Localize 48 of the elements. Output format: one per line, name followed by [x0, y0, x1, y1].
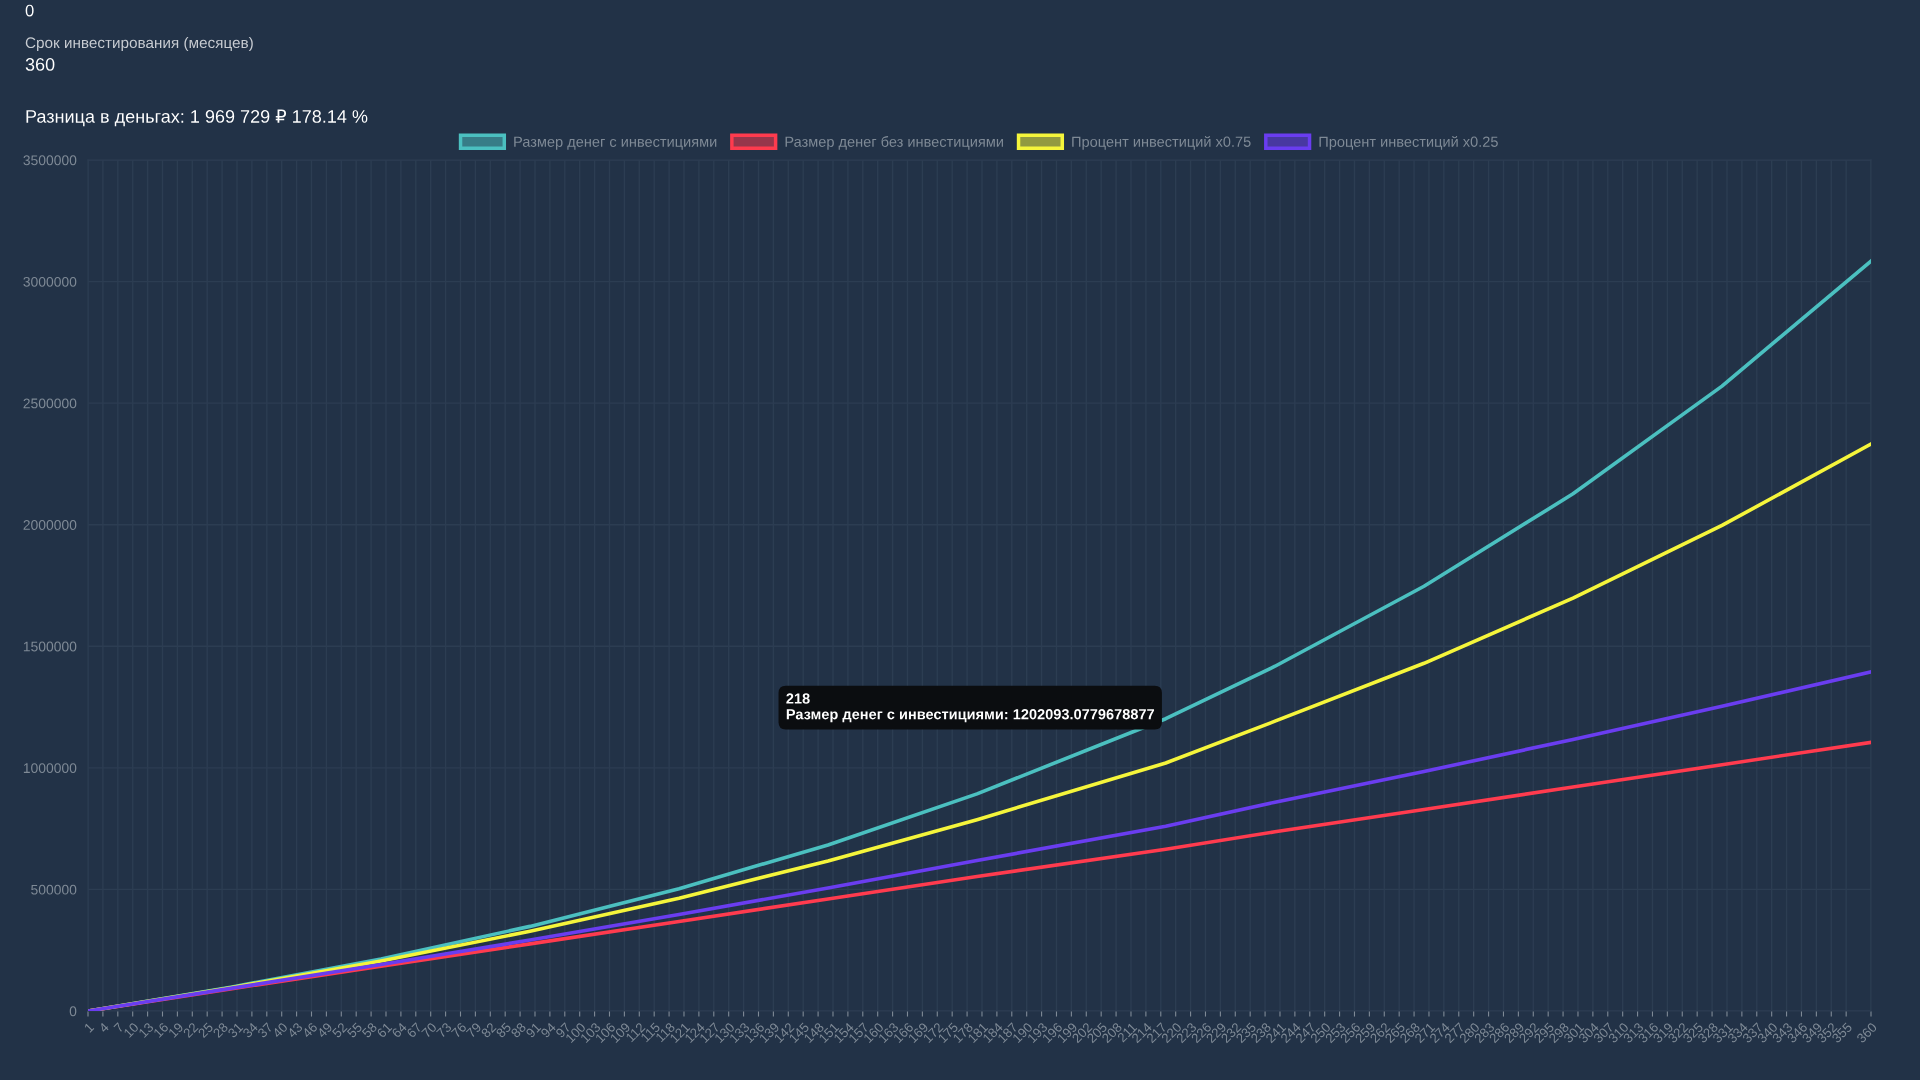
y-tick-label: 0: [69, 1006, 77, 1017]
x-tick-label: 91: [525, 1022, 542, 1039]
x-tick-label: 58: [361, 1022, 378, 1039]
x-tick-label: 4: [98, 1022, 110, 1034]
x-tick-label: 52: [331, 1022, 348, 1039]
annotation: 218 Размер денег с инвестициями: 1202093.0779678877: [786, 693, 1155, 723]
x-tick-label: 82: [480, 1022, 497, 1039]
x-tick-label: 46: [301, 1022, 318, 1039]
x-tick-label: 88: [510, 1022, 527, 1039]
x-tick-label: 34: [242, 1021, 259, 1039]
x-tick-label: 37: [257, 1022, 274, 1039]
x-tick-label: 25: [197, 1022, 214, 1039]
text: Срок инвестирования (месяцев): [25, 36, 253, 52]
text: 360: [25, 58, 55, 71]
y-tick-label: 1000000: [23, 763, 77, 774]
legend-label: Процент инвестиций x0.25: [1319, 135, 1498, 150]
x-tick-label: 79: [465, 1022, 482, 1039]
x-tick-label: 94: [540, 1021, 557, 1039]
legend-label: Размер денег без инвестициями: [785, 136, 1003, 150]
x-tick-label: 28: [212, 1022, 229, 1039]
x-tick-label: 64: [391, 1021, 408, 1039]
legend-label: Размер денег с инвестициями: [514, 136, 717, 150]
x-tick-label: 22: [182, 1022, 199, 1039]
x-tick-label: 31: [227, 1022, 244, 1039]
x-tick-label: 16: [153, 1022, 169, 1038]
x-tick-label: 73: [435, 1022, 453, 1039]
x-tick-label: 49: [316, 1022, 333, 1039]
x-tick-label: 19: [167, 1022, 184, 1038]
x-tick-label: 43: [286, 1022, 304, 1039]
x-tick-label: 61: [376, 1022, 393, 1039]
x-tick-label: 85: [495, 1022, 512, 1039]
y-tick-label: 2500000: [23, 398, 77, 409]
x-tick-label: 360: [1856, 1022, 1878, 1044]
text: Разница в деньгах: 1 969 729 ₽ 178.14 %: [26, 109, 368, 127]
x-tick-label: 1: [83, 1022, 95, 1033]
y-tick-label: 2000000: [23, 520, 77, 530]
x-tick-label: 40: [271, 1022, 289, 1039]
legend-label: Процент инвестиций x0.75: [1072, 135, 1251, 150]
y-tick-label: 3500000: [23, 155, 77, 166]
x-tick-label: 55: [346, 1022, 363, 1039]
x-tick-label: 10: [123, 1022, 140, 1038]
y-tick-label: 3000000: [23, 276, 77, 287]
x-tick-label: 7: [113, 1022, 125, 1033]
x-tick-label: 70: [421, 1022, 438, 1039]
y-tick-label: 500000: [31, 884, 77, 895]
y-tick-label: 1500000: [23, 641, 77, 652]
x-tick-label: 76: [450, 1022, 467, 1039]
x-tick-label: 13: [138, 1022, 155, 1038]
